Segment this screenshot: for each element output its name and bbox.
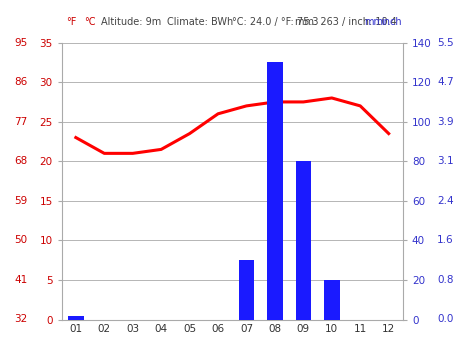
Text: Altitude: 9m: Altitude: 9m	[101, 17, 161, 27]
Text: 1.6: 1.6	[437, 235, 454, 245]
Text: 2.4: 2.4	[437, 196, 454, 206]
Bar	[295, 161, 311, 320]
Text: mm: 263 / inch: 10.4: mm: 263 / inch: 10.4	[295, 17, 397, 27]
Text: °F: °F	[66, 17, 76, 27]
Text: 95: 95	[14, 38, 27, 48]
Text: 68: 68	[14, 156, 27, 166]
Text: mm: mm	[364, 17, 383, 27]
Text: °C: 24.0 / °F: 75.3: °C: 24.0 / °F: 75.3	[232, 17, 319, 27]
Bar	[267, 62, 283, 320]
Text: 59: 59	[14, 196, 27, 206]
Text: 32: 32	[14, 315, 27, 324]
Text: 77: 77	[14, 117, 27, 127]
Text: 50: 50	[14, 235, 27, 245]
Text: 4.7: 4.7	[437, 77, 454, 87]
Text: Climate: BWh: Climate: BWh	[167, 17, 234, 27]
Text: 5.5: 5.5	[437, 38, 454, 48]
Text: °C: °C	[84, 17, 95, 27]
Text: 3.1: 3.1	[437, 156, 454, 166]
Text: 0.0: 0.0	[437, 315, 454, 324]
Text: 3.9: 3.9	[437, 117, 454, 127]
Bar	[68, 316, 83, 320]
Text: inch: inch	[381, 17, 401, 27]
Text: 0.8: 0.8	[437, 275, 454, 285]
Bar	[324, 280, 339, 320]
Text: 86: 86	[14, 77, 27, 87]
Text: 41: 41	[14, 275, 27, 285]
Bar	[238, 260, 254, 320]
